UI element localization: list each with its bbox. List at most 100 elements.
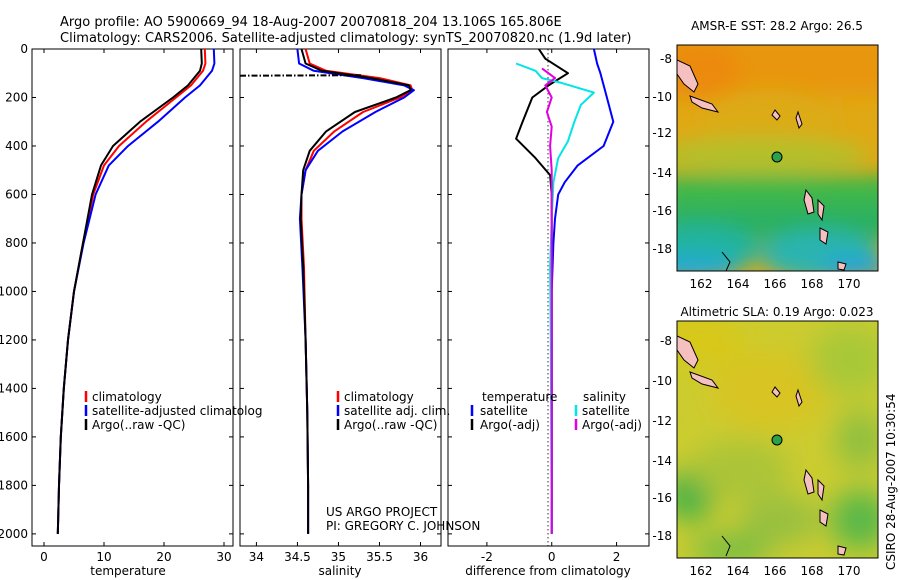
series-line-salinity-satellite bbox=[515, 62, 595, 534]
sst-xtick: 166 bbox=[764, 277, 787, 291]
legend-label-satellite: satellite adj. clim. bbox=[344, 404, 450, 418]
x-tick-label: 0 bbox=[40, 550, 48, 564]
sst-ytick: -10 bbox=[652, 90, 672, 104]
series-line-temperature-argo-adj- bbox=[515, 48, 569, 534]
y-tick-label: 600 bbox=[5, 187, 28, 201]
difference-panel: -2 0 2 difference from climatology tempera… bbox=[447, 48, 650, 578]
salinity-x-ticks: 34 34.5 35 35.5 36 bbox=[240, 48, 441, 564]
temperature-series bbox=[56, 48, 216, 534]
sla-xtick: 170 bbox=[838, 564, 861, 578]
sst-ytick: -18 bbox=[652, 242, 672, 256]
sst-field bbox=[677, 45, 878, 271]
sla-y-ticks: -8 -10 -12 -14 -16 -18 bbox=[652, 334, 672, 543]
sla-ytick: -14 bbox=[652, 454, 672, 468]
y-tick-label: 200 bbox=[5, 90, 28, 104]
temperature-frame bbox=[31, 48, 234, 547]
sla-field bbox=[677, 321, 878, 558]
legend-label-climatology: climatology bbox=[92, 390, 162, 404]
sla-xtick: 162 bbox=[690, 564, 713, 578]
sst-ytick: -16 bbox=[652, 204, 672, 218]
x-tick-label: -2 bbox=[481, 550, 493, 564]
project-credit: US ARGO PROJECT bbox=[326, 505, 438, 519]
x-tick-label: 20 bbox=[156, 550, 171, 564]
x-tick-label: 10 bbox=[96, 550, 111, 564]
depth-axis-ticks: 0 200 400 600 800 1000 1200 1400 1600 1800 2000 bbox=[0, 42, 233, 541]
sst-xtick: 168 bbox=[801, 277, 824, 291]
difference-legend: temperature satellite Argo(-adj) salinit… bbox=[470, 390, 642, 432]
sla-float-marker bbox=[771, 434, 783, 446]
temperature-xlabel: temperature bbox=[90, 564, 165, 578]
y-tick-label: 800 bbox=[5, 236, 28, 250]
sst-y-ticks: -8 -10 -12 -14 -16 -18 bbox=[652, 52, 672, 256]
sla-map-frame bbox=[676, 320, 879, 559]
sst-ytick: -12 bbox=[652, 126, 672, 140]
y-tick-label: 1600 bbox=[0, 430, 28, 444]
legend-label-argo: Argo(..raw -QC) bbox=[92, 418, 185, 432]
header-line-2: Climatology: CARS2006. Satellite-adjuste… bbox=[60, 31, 632, 46]
legend-header-salinity: salinity bbox=[583, 390, 626, 404]
series-line-satellite-adj-clim- bbox=[296, 48, 415, 534]
series-line-argo-raw-qc- bbox=[299, 48, 412, 534]
y-tick-label: 1800 bbox=[0, 478, 28, 492]
x-tick-label: 35.5 bbox=[366, 550, 393, 564]
legend-label-temp-argo: Argo(-adj) bbox=[480, 418, 540, 432]
sst-xtick: 164 bbox=[727, 277, 750, 291]
y-tick-label: 1000 bbox=[0, 284, 28, 298]
x-tick-label: 34 bbox=[249, 550, 264, 564]
y-tick-label: 0 bbox=[20, 42, 28, 56]
legend-label-satellite: satellite-adjusted climatolog bbox=[92, 404, 262, 418]
sla-xtick: 166 bbox=[764, 564, 787, 578]
series-line-argo-raw-qc- bbox=[56, 48, 203, 534]
x-tick-label: 0 bbox=[548, 550, 556, 564]
difference-frame bbox=[447, 48, 650, 547]
y-tick-label: 1400 bbox=[0, 381, 28, 395]
series-line-climatology bbox=[56, 48, 207, 534]
salinity-frame bbox=[239, 48, 442, 547]
sla-xtick: 164 bbox=[727, 564, 750, 578]
sla-ytick: -16 bbox=[652, 491, 672, 505]
temperature-x-ticks: 0 10 20 30 bbox=[40, 49, 232, 564]
sst-ytick: -8 bbox=[660, 52, 672, 66]
y-tick-label: 400 bbox=[5, 139, 28, 153]
series-line-satellite-adjusted-climatology bbox=[56, 48, 216, 534]
sla-ytick: -12 bbox=[652, 414, 672, 428]
legend-label-temp-satellite: satellite bbox=[480, 404, 528, 418]
x-tick-label: 34.5 bbox=[284, 550, 311, 564]
csiro-timestamp: CSIRO 28-Aug-2007 10:30:54 bbox=[884, 394, 898, 570]
legend-label-sal-satellite: satellite bbox=[582, 404, 630, 418]
sla-ytick: -8 bbox=[660, 334, 672, 348]
x-tick-label: 36 bbox=[413, 550, 428, 564]
x-tick-label: 30 bbox=[216, 550, 231, 564]
sst-xtick: 170 bbox=[838, 277, 861, 291]
series-line-climatology bbox=[300, 48, 414, 534]
temperature-panel: 0 200 400 600 800 1000 1200 1400 1600 1800 2000 0 1… bbox=[0, 42, 262, 578]
sla-xtick: 168 bbox=[801, 564, 824, 578]
legend-label-argo: Argo(..raw -QC) bbox=[344, 418, 437, 432]
series-line-argo-dash-segment bbox=[239, 74, 364, 77]
header-line-1: Argo profile: AO 5900669_94 18-Aug-2007 … bbox=[60, 15, 562, 30]
sla-x-ticks: 162 164 166 168 170 bbox=[690, 564, 861, 578]
salinity-xlabel: salinity bbox=[318, 564, 361, 578]
temperature-legend: climatology satellite-adjusted climatolo… bbox=[84, 390, 262, 432]
sla-ytick: -10 bbox=[652, 374, 672, 388]
x-tick-label: 35 bbox=[331, 550, 346, 564]
legend-header-temperature: temperature bbox=[482, 390, 557, 404]
legend-label-sal-argo: Argo(-adj) bbox=[582, 418, 642, 432]
legend-label-climatology: climatology bbox=[344, 390, 414, 404]
difference-x-ticks: -2 0 2 bbox=[448, 48, 649, 564]
difference-series bbox=[515, 48, 615, 534]
sst-ytick: -14 bbox=[652, 166, 672, 180]
x-tick-label: 2 bbox=[613, 550, 621, 564]
sst-x-ticks: 162 164 166 168 170 bbox=[690, 277, 861, 291]
sst-map: AMSR-E SST: 28.2 Argo: 26.5 bbox=[652, 19, 879, 291]
sst-map-frame bbox=[676, 44, 879, 272]
y-tick-label: 1200 bbox=[0, 333, 28, 347]
y-tick-label: 2000 bbox=[0, 527, 28, 541]
series-line-salinity-argo-adj- bbox=[541, 67, 556, 534]
series-line-temperature-satellite bbox=[550, 48, 615, 534]
salinity-legend: climatology satellite adj. clim. Argo(..… bbox=[336, 390, 450, 432]
pi-credit: PI: GREGORY C. JOHNSON bbox=[326, 519, 480, 533]
sst-float-marker bbox=[771, 151, 783, 163]
sla-map: Altimetric SLA: 0.19 Argo: 0.023 bbox=[652, 305, 879, 578]
